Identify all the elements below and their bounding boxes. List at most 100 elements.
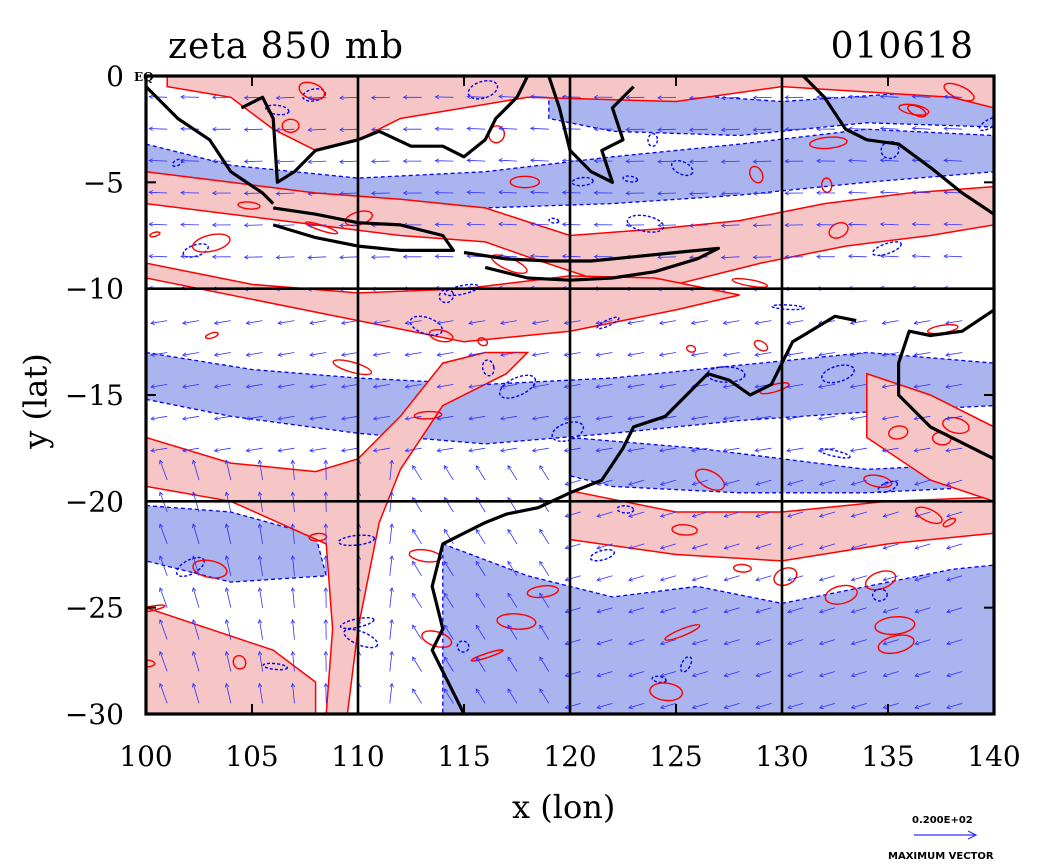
wind-vector-head xyxy=(625,95,630,100)
contour-negative xyxy=(871,588,888,602)
wind-vector xyxy=(724,479,740,485)
wind-vector-head xyxy=(148,158,153,163)
wind-vector xyxy=(660,511,677,517)
wind-vector xyxy=(786,352,804,356)
wind-vector-head xyxy=(787,481,792,486)
wind-vector-head xyxy=(593,94,599,100)
wind-vector xyxy=(507,656,518,672)
wind-vector xyxy=(259,587,263,608)
wind-vector-head xyxy=(943,190,948,195)
wind-vector-head xyxy=(943,94,948,99)
wind-vector xyxy=(721,224,740,227)
wind-vector xyxy=(562,255,581,258)
wind-vector xyxy=(159,523,168,545)
x-tick-label: 120 xyxy=(543,740,596,773)
wind-vector xyxy=(721,96,740,99)
wind-vector-head xyxy=(224,555,230,560)
wind-vector-head xyxy=(595,320,601,325)
wind-vector-head xyxy=(339,255,344,260)
wind-vector xyxy=(182,384,200,388)
wind-vector-head xyxy=(180,94,185,100)
wind-vector xyxy=(341,384,359,388)
wind-vector-head xyxy=(499,384,505,389)
wind-vector xyxy=(444,688,454,704)
wind-vector-head xyxy=(879,190,885,195)
wind-vector xyxy=(339,256,359,258)
wind-vector-head xyxy=(625,222,630,228)
wind-vector-head xyxy=(499,352,505,357)
wind-vector xyxy=(565,671,581,677)
wind-vector xyxy=(278,447,295,452)
wind-vector-head xyxy=(561,190,567,195)
wind-vector xyxy=(880,191,899,194)
wind-vector-head xyxy=(787,577,792,582)
wind-vector xyxy=(565,639,581,645)
wind-vector-head xyxy=(213,384,219,389)
wind-vector xyxy=(444,529,454,545)
wind-vector-head xyxy=(593,190,599,196)
wind-vector-head xyxy=(723,704,729,710)
wind-vector xyxy=(883,703,899,709)
wind-vector-head xyxy=(943,126,948,131)
coastline-borneo-south xyxy=(240,76,530,184)
wind-vector-head xyxy=(277,416,283,421)
wind-vector-head xyxy=(257,587,263,592)
wind-vector-head xyxy=(657,159,662,164)
wind-vector xyxy=(159,587,168,608)
wind-vector xyxy=(246,320,263,324)
wind-vector-head xyxy=(436,416,442,421)
wind-vector xyxy=(945,447,963,452)
x-tick-label: 105 xyxy=(225,740,278,773)
wind-vector-head xyxy=(402,254,408,260)
wind-vector-head xyxy=(691,545,697,550)
wind-vector-head xyxy=(754,320,760,325)
wind-vector xyxy=(292,524,295,544)
wind-vector-head xyxy=(818,545,824,550)
wind-vector-head xyxy=(243,159,249,164)
wind-vector xyxy=(475,465,486,481)
coastline-new-guinea-south xyxy=(802,76,994,216)
wind-vector xyxy=(498,159,518,162)
wind-vector-head xyxy=(720,159,726,165)
wind-vector xyxy=(848,128,867,130)
wind-vector xyxy=(818,384,836,388)
wind-vector-head xyxy=(466,126,471,131)
wind-vector-head xyxy=(507,592,512,598)
wind-vector-head xyxy=(786,416,791,421)
wind-vector xyxy=(225,587,232,608)
wind-vector-head xyxy=(627,384,632,389)
contour-positive xyxy=(192,559,228,579)
wind-vector-head xyxy=(914,577,920,582)
contour-positive xyxy=(943,82,975,102)
wind-vector-head xyxy=(159,459,164,465)
wind-vector-head xyxy=(657,127,662,132)
y-tick-label: −30 xyxy=(65,698,124,731)
contour-positive xyxy=(671,524,698,536)
wind-vector xyxy=(660,479,677,485)
wind-vector xyxy=(721,192,740,195)
wind-vector-head xyxy=(593,126,599,132)
wind-vector xyxy=(851,639,867,645)
wind-vector xyxy=(912,223,931,226)
wind-vector xyxy=(276,96,295,99)
wind-vector xyxy=(689,192,708,195)
wind-vector-head xyxy=(257,650,263,656)
contour-positive xyxy=(149,231,161,238)
contour-negative xyxy=(706,366,746,383)
contour-negative xyxy=(877,480,898,494)
wind-vector-head xyxy=(688,159,694,165)
wind-vector-head xyxy=(466,222,471,227)
wind-vector-head xyxy=(180,126,185,132)
wind-vector-head xyxy=(882,704,888,710)
contour-positive xyxy=(685,344,697,353)
wind-vector-head xyxy=(914,609,920,614)
wind-vector xyxy=(819,671,836,677)
contour-positive xyxy=(204,331,219,340)
wind-vector xyxy=(182,447,200,452)
wind-vector xyxy=(308,256,327,259)
wind-vector xyxy=(755,639,772,645)
wind-vector-head xyxy=(211,95,217,100)
wind-vector xyxy=(539,561,550,577)
wind-vector-head xyxy=(561,222,567,227)
wind-vector xyxy=(507,465,518,481)
